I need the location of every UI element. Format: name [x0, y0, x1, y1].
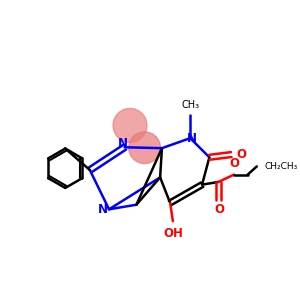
Text: O: O — [215, 203, 225, 216]
Text: O: O — [236, 148, 246, 161]
Text: CH₃: CH₃ — [181, 100, 199, 110]
Text: OH: OH — [163, 226, 183, 240]
Text: N: N — [98, 203, 108, 216]
Text: CH₂CH₃: CH₂CH₃ — [265, 162, 298, 171]
Text: N: N — [187, 132, 196, 145]
Text: O: O — [229, 157, 239, 170]
Circle shape — [113, 108, 147, 142]
Text: N: N — [118, 137, 128, 150]
Circle shape — [129, 132, 160, 164]
